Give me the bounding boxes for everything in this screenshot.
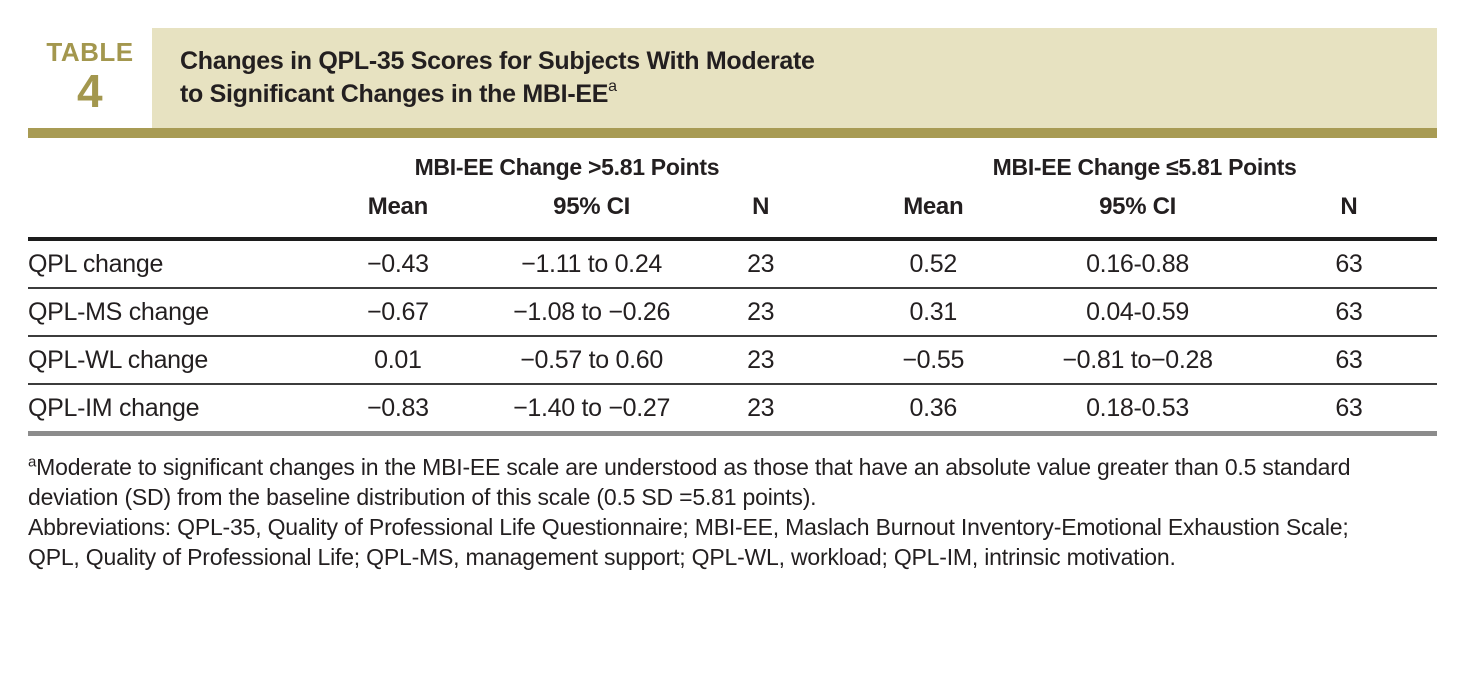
col-header-n-left: N (704, 185, 818, 241)
cell-ci-left: −0.57 to 0.60 (478, 336, 705, 385)
cell-ci-right: 0.16-0.88 (1014, 239, 1261, 289)
title-line-2: to Significant Changes in the MBI-EE (180, 80, 609, 108)
row-label: QPL-IM change (28, 384, 317, 436)
cell-mean-left: −0.43 (316, 239, 479, 289)
title-band: Changes in QPL-35 Scores for Subjects Wi… (152, 28, 1437, 128)
cell-ci-right: 0.18-0.53 (1014, 384, 1261, 436)
table-word: TABLE (46, 37, 134, 67)
table-row: QPL-IM change −0.83 −1.40 to −0.27 23 0.… (28, 384, 1437, 436)
spacer-cell (817, 384, 853, 436)
col-header-ci-left: 95% CI (478, 185, 705, 241)
cell-mean-left: −0.83 (316, 384, 479, 436)
gold-rule (28, 128, 1437, 138)
cell-mean-right: −0.55 (852, 336, 1015, 385)
col-header-mean-right: Mean (852, 185, 1015, 241)
title-line-1: Changes in QPL-35 Scores for Subjects Wi… (180, 47, 815, 75)
spacer-cell (817, 288, 853, 337)
cell-ci-right: −0.81 to−0.28 (1014, 336, 1261, 385)
cell-ci-left: −1.11 to 0.24 (478, 239, 705, 289)
abbreviations-text: Abbreviations: QPL-35, Quality of Profes… (28, 514, 1349, 570)
cell-n-left: 23 (704, 239, 818, 289)
col-header-ci-right: 95% CI (1014, 185, 1261, 241)
group-header-left: MBI-EE Change >5.81 Points (414, 154, 720, 180)
footnote-abbreviations: Abbreviations: QPL-35, Quality of Profes… (28, 512, 1358, 572)
cell-mean-left: 0.01 (316, 336, 479, 385)
footnote-a: aModerate to significant changes in the … (28, 452, 1358, 512)
cell-n-right: 63 (1260, 288, 1437, 337)
cell-ci-left: −1.08 to −0.26 (478, 288, 705, 337)
cell-mean-left: −0.67 (316, 288, 479, 337)
cell-mean-right: 0.31 (852, 288, 1015, 337)
footnote-a-marker: a (28, 453, 37, 471)
footnotes: aModerate to significant changes in the … (28, 452, 1358, 572)
cell-n-right: 63 (1260, 239, 1437, 289)
table-number: 4 (76, 65, 104, 117)
cell-ci-right: 0.04-0.59 (1014, 288, 1261, 337)
group-header-row: MBI-EE Change >5.81 Points MBI-EE Change… (28, 144, 1437, 185)
cell-n-left: 23 (704, 336, 818, 385)
table-title: Changes in QPL-35 Scores for Subjects Wi… (152, 45, 815, 111)
col-header-n-right: N (1260, 185, 1437, 241)
table-row: QPL-WL change 0.01 −0.57 to 0.60 23 −0.5… (28, 336, 1437, 385)
cell-n-right: 63 (1260, 384, 1437, 436)
title-footnote-marker: a (608, 77, 617, 95)
row-label: QPL-MS change (28, 288, 317, 337)
table-header: TABLE 4 Changes in QPL-35 Scores for Sub… (0, 0, 1475, 138)
column-header-row: Mean 95% CI N Mean 95% CI N (28, 185, 1437, 241)
table-row: QPL change −0.43 −1.11 to 0.24 23 0.52 0… (28, 239, 1437, 289)
row-label: QPL-WL change (28, 336, 317, 385)
col-header-mean-left: Mean (316, 185, 479, 241)
footnote-a-text: Moderate to significant changes in the M… (28, 454, 1351, 510)
table-row: QPL-MS change −0.67 −1.08 to −0.26 23 0.… (28, 288, 1437, 337)
cell-n-right: 63 (1260, 336, 1437, 385)
results-table: MBI-EE Change >5.81 Points MBI-EE Change… (28, 144, 1437, 436)
spacer-cell (28, 185, 317, 241)
spacer-cell (817, 239, 853, 289)
spacer-cell (817, 185, 853, 241)
group-header-right: MBI-EE Change ≤5.81 Points (992, 154, 1297, 180)
spacer-cell (817, 144, 852, 185)
cell-mean-right: 0.36 (852, 384, 1015, 436)
cell-n-left: 23 (704, 384, 818, 436)
spacer-cell (28, 144, 317, 185)
cell-ci-left: −1.40 to −0.27 (478, 384, 705, 436)
spacer-cell (817, 336, 853, 385)
table-number-label: TABLE 4 (28, 38, 152, 114)
cell-n-left: 23 (704, 288, 818, 337)
cell-mean-right: 0.52 (852, 239, 1015, 289)
row-label: QPL change (28, 239, 317, 289)
